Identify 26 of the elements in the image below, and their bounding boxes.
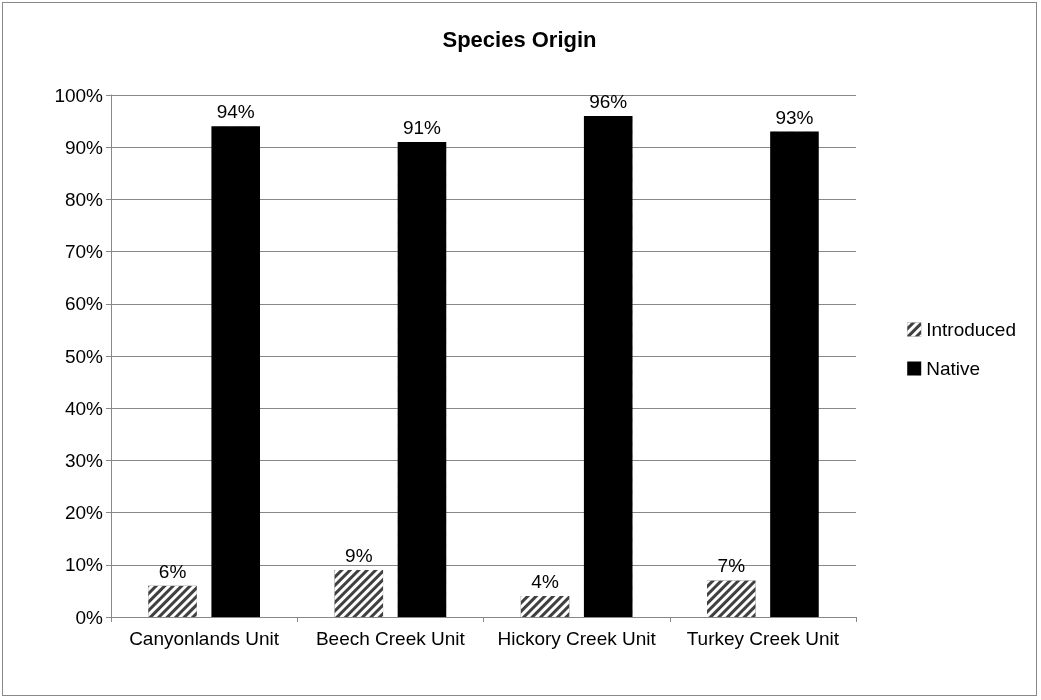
legend-label: Native — [926, 358, 981, 379]
y-tick-label: 40% — [64, 397, 104, 419]
data-label: 4% — [531, 571, 559, 593]
data-label: 9% — [345, 545, 373, 567]
data-label: 93% — [775, 106, 814, 128]
y-tick-label: 70% — [64, 241, 104, 263]
x-tick-label: Beech Creek Unit — [315, 627, 466, 649]
y-tick-label: 90% — [64, 136, 104, 158]
y-tick-label: 60% — [64, 293, 104, 315]
y-tick-label: 30% — [64, 449, 104, 471]
data-label: 94% — [216, 101, 255, 123]
data-label: 7% — [717, 555, 746, 577]
y-tick-label: 80% — [64, 188, 104, 210]
data-label: 91% — [402, 116, 442, 138]
legend-label: Introduced — [926, 319, 1017, 340]
data-label: 96% — [589, 90, 628, 112]
x-tick-label: Hickory Creek Unit — [497, 627, 657, 649]
x-tick-label: Canyonlands Unit — [129, 627, 280, 649]
x-tick-label: Turkey Creek Unit — [686, 627, 840, 649]
y-tick-label: 20% — [64, 502, 104, 524]
y-tick-label: 100% — [54, 84, 104, 106]
y-tick-label: 10% — [64, 554, 104, 576]
y-tick-label: 50% — [64, 345, 104, 367]
data-label: 6% — [158, 560, 187, 582]
chart-title: Species Origin — [442, 26, 597, 52]
y-tick-label: 0% — [75, 606, 104, 628]
